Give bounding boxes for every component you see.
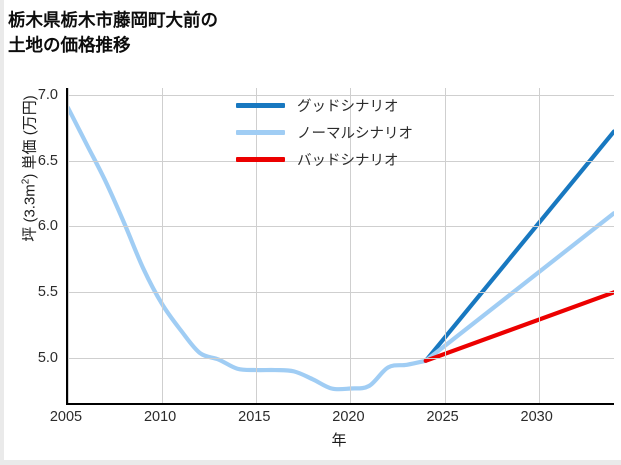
legend-item-label: グッドシナリオ bbox=[297, 99, 399, 115]
plot-area bbox=[66, 88, 614, 405]
x-axis-title: 年 bbox=[331, 432, 347, 449]
figure-bottom-border bbox=[0, 460, 621, 465]
y-axis-title-superscript: 2 bbox=[20, 178, 32, 185]
y-axis-tick-label: 7.0 bbox=[37, 86, 58, 103]
x-axis-tick-label: 2005 bbox=[49, 409, 83, 425]
gridline-vertical bbox=[68, 88, 69, 403]
gridline-horizontal bbox=[68, 94, 614, 96]
series-line bbox=[423, 211, 614, 363]
gridline-vertical bbox=[256, 88, 258, 403]
y-axis-tick-label: 6.0 bbox=[37, 218, 58, 235]
legend-item-label: ノーマルシナリオ bbox=[297, 126, 413, 142]
gridline-vertical bbox=[444, 88, 446, 403]
page-title: 栃木県栃木市藤岡町大前の 土地の価格推移 bbox=[8, 10, 218, 55]
y-axis-title-text-a: 坪 (3.3m bbox=[21, 184, 39, 242]
series-line bbox=[423, 290, 614, 363]
gridline-vertical bbox=[162, 88, 164, 403]
gridline-vertical bbox=[350, 88, 352, 403]
legend-color-swatch bbox=[236, 157, 285, 162]
y-axis-tick-label: 6.5 bbox=[37, 152, 58, 169]
y-axis-title: 坪 (3.3m2) 単価 (万円) bbox=[19, 24, 40, 314]
x-axis-tick-labels: 2005 2010 2015 2020 2025 2030 bbox=[50, 409, 612, 429]
gridline-horizontal bbox=[68, 226, 614, 228]
gridline-horizontal bbox=[68, 358, 614, 360]
legend-item[interactable]: バッドシナリオ bbox=[236, 146, 436, 173]
y-axis-tick-label: 5.5 bbox=[37, 284, 58, 301]
x-axis-tick-label: 2030 bbox=[520, 409, 553, 425]
legend-color-swatch bbox=[236, 130, 285, 135]
gridline-horizontal bbox=[68, 292, 614, 294]
series-line bbox=[68, 105, 428, 392]
series-line bbox=[423, 129, 614, 363]
x-axis-tick-label: 2015 bbox=[238, 409, 271, 425]
plot-inner bbox=[68, 88, 614, 403]
figure-left-border bbox=[0, 0, 4, 460]
chart-legend: グッドシナリオ ノーマルシナリオ バッドシナリオ bbox=[236, 92, 436, 173]
x-axis-tick-label: 2010 bbox=[143, 409, 177, 425]
gridline-horizontal bbox=[68, 160, 614, 162]
legend-item-label: バッドシナリオ bbox=[297, 153, 399, 169]
series-lines bbox=[68, 105, 614, 392]
legend-item[interactable]: グッドシナリオ bbox=[236, 92, 436, 119]
x-axis-tick-label: 2025 bbox=[426, 409, 459, 425]
y-axis-title-text-b: ) 単価 (万円) bbox=[21, 95, 39, 179]
legend-item[interactable]: ノーマルシナリオ bbox=[236, 119, 436, 146]
x-axis-tick-label: 2020 bbox=[332, 409, 365, 425]
legend-color-swatch bbox=[236, 103, 285, 108]
gridline-vertical bbox=[538, 88, 540, 403]
y-axis-tick-labels: 7.0 6.5 6.0 5.5 5.0 bbox=[0, 86, 58, 403]
y-axis-tick-label: 5.0 bbox=[37, 350, 58, 367]
